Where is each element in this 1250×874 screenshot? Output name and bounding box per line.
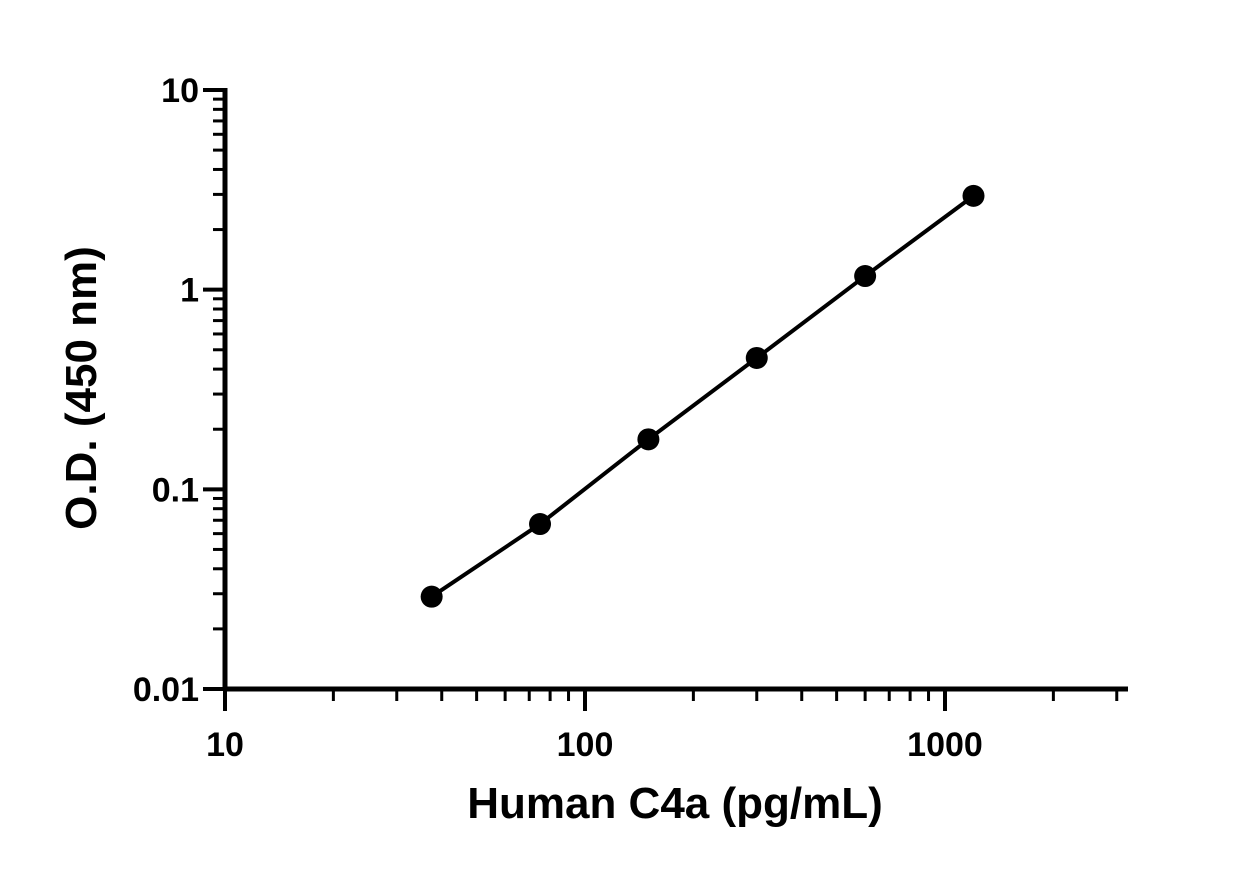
y-tick-label: 0.01 <box>133 671 199 709</box>
data-series <box>420 184 985 608</box>
data-point <box>420 585 443 608</box>
data-point <box>854 265 877 288</box>
data-point <box>637 428 660 451</box>
y-tick-label: 0.1 <box>152 471 199 509</box>
axis-ticks <box>203 88 1119 711</box>
y-tick-label: 10 <box>161 72 199 110</box>
axes <box>222 88 1128 692</box>
data-point <box>962 184 985 207</box>
series-line <box>430 194 975 599</box>
y-tick-label: 1 <box>180 272 199 310</box>
x-axis-title: Human C4a (pg/mL) <box>467 779 883 828</box>
x-tick-label: 10 <box>206 726 244 764</box>
y-axis-title: O.D. (450 nm) <box>57 246 106 530</box>
x-tick-label: 1000 <box>907 726 983 764</box>
data-point <box>745 346 768 369</box>
data-point <box>529 513 552 536</box>
x-tick-label: 100 <box>557 726 614 764</box>
tick-labels: 0.01 0.1 1 10 10 100 1000 <box>133 72 983 764</box>
